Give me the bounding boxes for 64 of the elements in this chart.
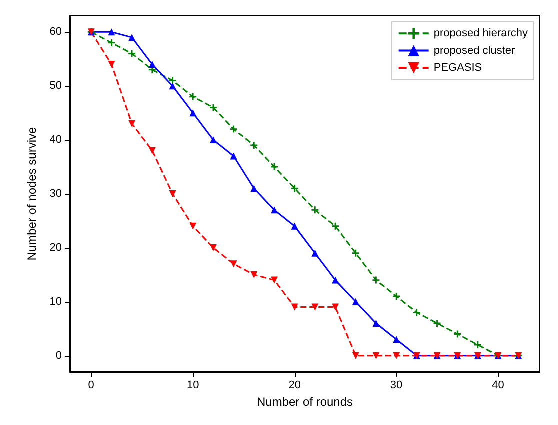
point xyxy=(352,250,360,257)
y-tick-label: 30 xyxy=(50,188,62,200)
point xyxy=(169,77,176,84)
point xyxy=(250,271,258,278)
y-tick-label: 0 xyxy=(56,350,62,362)
point xyxy=(169,82,176,90)
y-tick-label: 40 xyxy=(50,134,62,146)
point xyxy=(190,93,197,100)
point xyxy=(291,185,298,192)
x-tick-label: 10 xyxy=(186,380,200,392)
x-tick-label: 20 xyxy=(288,380,301,392)
point xyxy=(108,61,116,68)
point xyxy=(474,342,482,349)
x-axis-title: Number of rounds xyxy=(256,395,354,409)
point xyxy=(352,298,360,306)
point xyxy=(372,276,380,284)
point xyxy=(413,309,420,316)
point xyxy=(372,320,380,327)
point xyxy=(312,206,319,214)
legend-label: PEGASIS xyxy=(434,62,482,74)
y-tick-label: 10 xyxy=(50,296,62,308)
legend-label: proposed cluster xyxy=(434,44,516,57)
y-tick-label: 50 xyxy=(50,80,62,92)
point xyxy=(372,352,380,360)
point xyxy=(332,222,340,230)
point xyxy=(393,352,400,360)
point xyxy=(108,39,116,46)
point xyxy=(291,304,298,311)
point xyxy=(434,320,441,327)
point xyxy=(291,222,298,230)
point xyxy=(393,336,400,344)
point xyxy=(230,126,238,133)
legend-label: proposed hierarchy xyxy=(434,28,528,40)
y-tick-label: 20 xyxy=(50,242,62,254)
point xyxy=(210,104,217,112)
point xyxy=(230,260,238,268)
x-tick-label: 40 xyxy=(492,380,504,392)
point xyxy=(210,136,217,144)
y-axis-title: Number of nodes survive xyxy=(25,126,39,261)
point xyxy=(169,190,176,198)
point xyxy=(332,304,340,311)
y-tick-label: 60 xyxy=(50,26,62,38)
point xyxy=(312,304,319,311)
point xyxy=(270,276,278,284)
point xyxy=(270,206,278,214)
point xyxy=(352,352,360,360)
point xyxy=(108,28,116,36)
point xyxy=(312,250,319,257)
point xyxy=(190,110,197,117)
point xyxy=(332,276,340,284)
x-tick-label: 0 xyxy=(88,380,94,392)
point xyxy=(454,330,462,338)
x-tick-label: 30 xyxy=(390,380,403,392)
point xyxy=(230,152,238,160)
point xyxy=(250,142,258,149)
point xyxy=(148,147,156,154)
point xyxy=(210,244,217,252)
point xyxy=(128,50,136,58)
point xyxy=(190,222,197,230)
point xyxy=(128,120,136,128)
point xyxy=(148,61,156,68)
point xyxy=(250,185,258,192)
point xyxy=(128,34,136,42)
point xyxy=(393,292,400,300)
